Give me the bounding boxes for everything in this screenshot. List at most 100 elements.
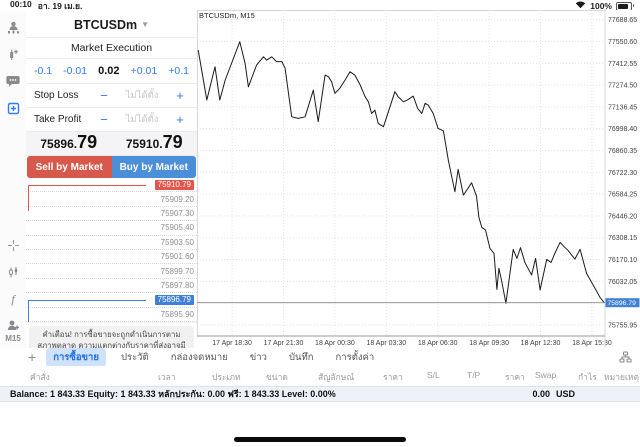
column-swap: Swap (535, 370, 557, 380)
sell-by-market-button[interactable]: Sell by Market (27, 156, 112, 178)
objects-icon[interactable] (0, 316, 26, 334)
chart-icon[interactable] (0, 45, 26, 63)
tab-history[interactable]: ประวัติ (120, 351, 149, 363)
ask-guide-line (28, 185, 146, 186)
tab-journal[interactable]: บันทึก (288, 351, 314, 363)
svg-text:75896.79: 75896.79 (608, 300, 637, 307)
ladder-row: 75899.70 (26, 264, 197, 279)
tab-news[interactable]: ข่าว (249, 351, 267, 363)
volume-stepper: -0.1 -0.01 0.02 +0.01 +0.1 (26, 59, 197, 84)
volume-plus-0.01-button[interactable]: +0.01 (130, 65, 158, 77)
ladder-row: 75903.50 (26, 236, 197, 250)
column-comment: หมายเหตุ (604, 372, 639, 382)
column-price-current: ราคา (505, 372, 525, 382)
time-axis-label: 18 Apr 12:30 (521, 340, 561, 347)
clock: 00:10 (10, 0, 32, 9)
volume-minus-0.1-button[interactable]: -0.1 (34, 65, 53, 77)
take-profit-minus-button[interactable]: − (100, 112, 108, 127)
stop-loss-plus-button[interactable]: + (176, 88, 184, 103)
time-axis-label: 18 Apr 09:30 (469, 340, 509, 347)
tab-trade[interactable]: การซื้อขาย (46, 347, 106, 367)
price-axis-label: 76308.15 (608, 235, 637, 242)
home-indicator[interactable] (234, 437, 406, 442)
execution-mode-selector[interactable]: Market Execution (26, 38, 197, 59)
positions-view-icon[interactable] (619, 350, 632, 368)
ladder-row: 75909.20 (26, 192, 197, 207)
column-price-open: ราคา (383, 372, 403, 382)
ask-guide-line-vertical (28, 185, 29, 211)
ladder-row: 75896.79 (26, 293, 197, 308)
tab-settings[interactable]: การตั้งค่า (335, 351, 375, 363)
current-price-badge (605, 298, 640, 308)
column-profit: กำไร (578, 372, 597, 382)
time-axis-label: 17 Apr 21:30 (264, 340, 304, 347)
price-axis-label: 77136.45 (608, 104, 637, 111)
price-axis-label: 77550.60 (608, 39, 637, 46)
column-time: เวลา (158, 372, 176, 382)
price-line (197, 41, 605, 304)
chat-icon[interactable] (0, 72, 26, 90)
price-chart[interactable]: 77688.65 77550.60 77412.55 77274.50 77136.45… (197, 10, 640, 350)
bid-price-badge: 75896.79 (154, 294, 194, 305)
volume-value[interactable]: 0.02 (98, 65, 120, 77)
time-axis-label: 18 Apr 06:30 (418, 340, 458, 347)
column-sl: S/L (427, 370, 440, 380)
add-order-button[interactable]: + (28, 349, 37, 365)
symbol-selector[interactable]: BTCUSDm ▼ (26, 12, 197, 38)
price-axis-label: 76170.10 (608, 257, 637, 264)
price-axis-label: 76860.35 (608, 148, 637, 155)
buy-by-market-button[interactable]: Buy by Market (111, 156, 196, 178)
symbol-name: BTCUSDm (73, 17, 138, 32)
stop-loss-row: Stop Loss − ไม่ได้ตั้ง + (26, 84, 197, 108)
ladder-row: 75907.30 (26, 207, 197, 222)
price-axis-label: 77274.50 (608, 83, 637, 90)
take-profit-label: Take Profit (34, 114, 82, 125)
time-axis-label: 18 Apr 00:30 (315, 340, 355, 347)
status-bar: 00:10 อา. 19 เม.ย. 100% (0, 0, 640, 12)
chevron-down-icon: ▼ (141, 20, 150, 29)
chart-symbol-label: BTCUSDm, M15 (199, 11, 255, 20)
column-type: ประเภท (212, 372, 241, 382)
depth-ladder: 75910.79 75909.20 75907.30 75905.40 75903.50… (26, 178, 197, 323)
bid-price: 75896. 79 (40, 132, 98, 152)
price-axis-label: 76998.40 (608, 126, 637, 133)
price-axis-label: 75755.95 (608, 322, 637, 329)
orders-table-header: คำสั่ง เวลา ประเภท ขนาด สัญลักษณ์ ราคา S/L T/P ร… (0, 366, 640, 384)
take-profit-row: Take Profit − ไม่ได้ตั้ง + (26, 108, 197, 132)
stop-loss-minus-button[interactable]: − (100, 88, 108, 103)
price-axis-label: 76032.05 (608, 279, 637, 286)
battery-percent: 100% (590, 1, 612, 11)
column-volume: ขนาด (266, 372, 288, 382)
quotes-icon[interactable] (0, 18, 26, 36)
take-profit-plus-button[interactable]: + (176, 112, 184, 127)
stop-loss-field[interactable]: ไม่ได้ตั้ง (125, 90, 159, 101)
sidebar: f M15 (0, 12, 27, 350)
stop-loss-label: Stop Loss (34, 90, 79, 101)
new-order-icon[interactable] (0, 99, 26, 117)
time-axis-label: 17 Apr 18:30 (212, 340, 252, 347)
price-axis-label: 77412.55 (608, 61, 637, 68)
tab-mailbox[interactable]: กล่องจดหมาย (170, 351, 228, 363)
indicators-icon[interactable]: f (11, 291, 15, 306)
crosshair-icon[interactable] (0, 236, 26, 254)
price-axis-label: 76722.30 (608, 170, 637, 177)
ladder-row: 75910.79 (26, 178, 197, 193)
ladder-row: 75905.40 (26, 221, 197, 236)
price-axis-label: 76584.25 (608, 192, 637, 199)
column-order: คำสั่ง (30, 372, 50, 382)
take-profit-field[interactable]: ไม่ได้ตั้ง (125, 114, 159, 125)
volume-minus-0.01-button[interactable]: -0.01 (63, 65, 88, 77)
volume-plus-0.1-button[interactable]: +0.1 (168, 65, 189, 77)
trade-buttons: Sell by Market Buy by Market (26, 156, 197, 178)
column-symbol: สัญลักษณ์ (318, 372, 355, 382)
price-axis-label: 76446.20 (608, 213, 637, 220)
bid-ask-display: 75896. 79 75910. 79 (26, 132, 197, 156)
bid-guide-line-vertical (28, 300, 29, 322)
wifi-icon (575, 1, 586, 11)
ladder-row: 75897.80 (26, 279, 197, 294)
status-date: อา. 19 เม.ย. (37, 1, 83, 11)
ladder-row: 75901.60 (26, 250, 197, 265)
timeframe-label[interactable]: M15 (5, 334, 21, 343)
candlestick-icon[interactable] (0, 263, 26, 281)
bottom-tab-bar: + การซื้อขาย ประวัติ กล่องจดหมาย ข่าว บันทึก… (0, 347, 640, 368)
